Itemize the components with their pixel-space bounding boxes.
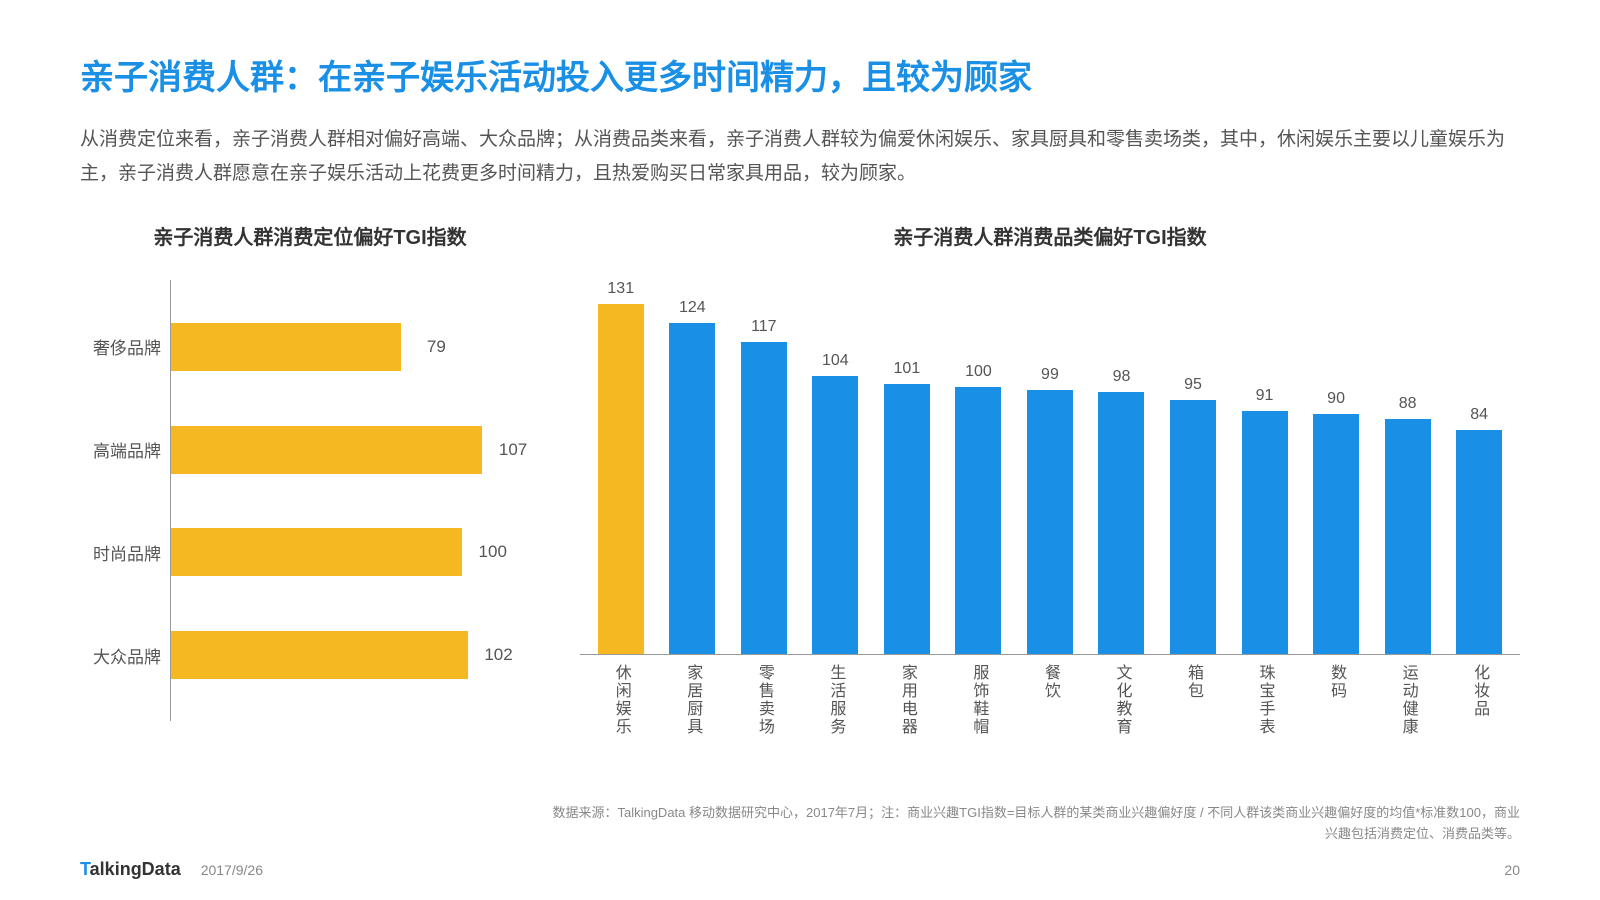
hbar-bar: 100	[171, 528, 462, 576]
vbar-bar	[884, 384, 930, 653]
vbar-label: 文化教育	[1109, 664, 1133, 736]
vbar-col: 91珠宝手表	[1229, 387, 1301, 654]
vbar-bar	[669, 323, 715, 654]
vbar-value: 99	[1041, 366, 1059, 384]
vbar-label: 化妆品	[1467, 664, 1491, 718]
vbar-value: 91	[1256, 387, 1274, 405]
footer-date: 2017/9/26	[201, 862, 263, 878]
vbar-value: 117	[751, 318, 777, 336]
vbar-value: 124	[679, 299, 706, 317]
vbar-bar	[741, 342, 787, 654]
hbar-value: 100	[479, 542, 507, 562]
left-chart-title: 亲子消费人群消费定位偏好TGI指数	[80, 221, 540, 250]
vbar-value: 88	[1399, 395, 1417, 413]
left-chart: 亲子消费人群消费定位偏好TGI指数 奢侈品牌79 高端品牌107 时尚品牌100 大众…	[80, 221, 540, 721]
slide-title: 亲子消费人群：在亲子娱乐活动投入更多时间精力，且较为顾家	[80, 50, 1520, 99]
hbar-value: 102	[484, 645, 512, 665]
right-chart-bars: 131休闲娱乐124家居厨具117零售卖场104生活服务101家用电器100服饰…	[580, 280, 1520, 654]
hbar-row: 高端品牌107	[171, 425, 540, 475]
vbar-value: 90	[1327, 390, 1345, 408]
hbar-label: 高端品牌	[76, 437, 161, 462]
hbar-label: 大众品牌	[76, 643, 161, 668]
right-chart-title: 亲子消费人群消费品类偏好TGI指数	[580, 221, 1520, 250]
hbar-bar: 79	[171, 323, 401, 371]
hbar-label: 时尚品牌	[76, 540, 161, 565]
vbar-label: 零售卖场	[752, 664, 776, 736]
vbar-col: 124家居厨具	[657, 299, 729, 654]
vbar-col: 100服饰鞋帽	[943, 363, 1015, 654]
logo-rest: alkingData	[90, 859, 181, 879]
hbar-bar: 102	[171, 631, 468, 679]
vbar-value: 101	[894, 360, 921, 378]
vbar-bar	[1385, 419, 1431, 654]
hbar-value: 107	[499, 440, 527, 460]
vbar-col: 99餐饮	[1014, 366, 1086, 654]
hbar-label: 奢侈品牌	[76, 334, 161, 359]
charts-container: 亲子消费人群消费定位偏好TGI指数 奢侈品牌79 高端品牌107 时尚品牌100 大众…	[80, 221, 1520, 721]
vbar-bar	[1456, 430, 1502, 654]
right-chart: 亲子消费人群消费品类偏好TGI指数 131休闲娱乐124家居厨具117零售卖场1…	[580, 221, 1520, 721]
vbar-bar	[1098, 392, 1144, 653]
hbar-row: 时尚品牌100	[171, 527, 540, 577]
vbar-col: 131休闲娱乐	[585, 280, 657, 653]
vbar-bar	[1313, 414, 1359, 654]
vbar-value: 100	[965, 363, 992, 381]
vbar-col: 84化妆品	[1443, 406, 1515, 654]
footnote: 数据来源：TalkingData 移动数据研究中心，2017年7月；注：商业兴趣…	[540, 803, 1520, 845]
vbar-label: 运动健康	[1396, 664, 1420, 736]
vbar-bar	[598, 304, 644, 653]
footer: TalkingData 2017/9/26 20	[80, 859, 1520, 880]
vbar-label: 服饰鞋帽	[966, 664, 990, 736]
vbar-label: 生活服务	[823, 664, 847, 736]
vbar-col: 90数码	[1300, 390, 1372, 654]
vbar-label: 珠宝手表	[1253, 664, 1277, 736]
hbar-value: 79	[427, 337, 446, 357]
hbar-row: 大众品牌102	[171, 630, 540, 680]
vbar-value: 95	[1184, 376, 1202, 394]
vbar-value: 104	[822, 352, 849, 370]
vbar-label: 餐饮	[1038, 664, 1062, 700]
logo-prefix: T	[80, 859, 90, 879]
vbar-col: 104生活服务	[800, 352, 872, 653]
hbar-bar: 107	[171, 426, 482, 474]
vbar-bar	[812, 376, 858, 653]
vbar-col: 88运动健康	[1372, 395, 1444, 654]
vbar-col: 98文化教育	[1086, 368, 1158, 653]
vbar-col: 117零售卖场	[728, 318, 800, 654]
vbar-value: 98	[1113, 368, 1131, 386]
vbar-label: 数码	[1324, 664, 1348, 700]
vbar-bar	[1170, 400, 1216, 653]
vbar-bar	[1027, 390, 1073, 654]
vbar-bar	[955, 387, 1001, 654]
vbar-value: 84	[1470, 406, 1488, 424]
slide-description: 从消费定位来看，亲子消费人群相对偏好高端、大众品牌；从消费品类来看，亲子消费人群…	[80, 123, 1520, 191]
vbar-value: 131	[607, 280, 634, 298]
vbar-col: 101家用电器	[871, 360, 943, 653]
vbar-label: 家居厨具	[680, 664, 704, 736]
vbar-label: 箱包	[1181, 664, 1205, 700]
left-chart-bars: 奢侈品牌79 高端品牌107 时尚品牌100 大众品牌102	[170, 280, 540, 721]
vbar-label: 休闲娱乐	[609, 664, 633, 736]
page-number: 20	[1504, 862, 1520, 878]
hbar-row: 奢侈品牌79	[171, 322, 540, 372]
logo: TalkingData	[80, 859, 181, 880]
vbar-label: 家用电器	[895, 664, 919, 736]
vbar-col: 95箱包	[1157, 376, 1229, 653]
vbar-bar	[1242, 411, 1288, 654]
